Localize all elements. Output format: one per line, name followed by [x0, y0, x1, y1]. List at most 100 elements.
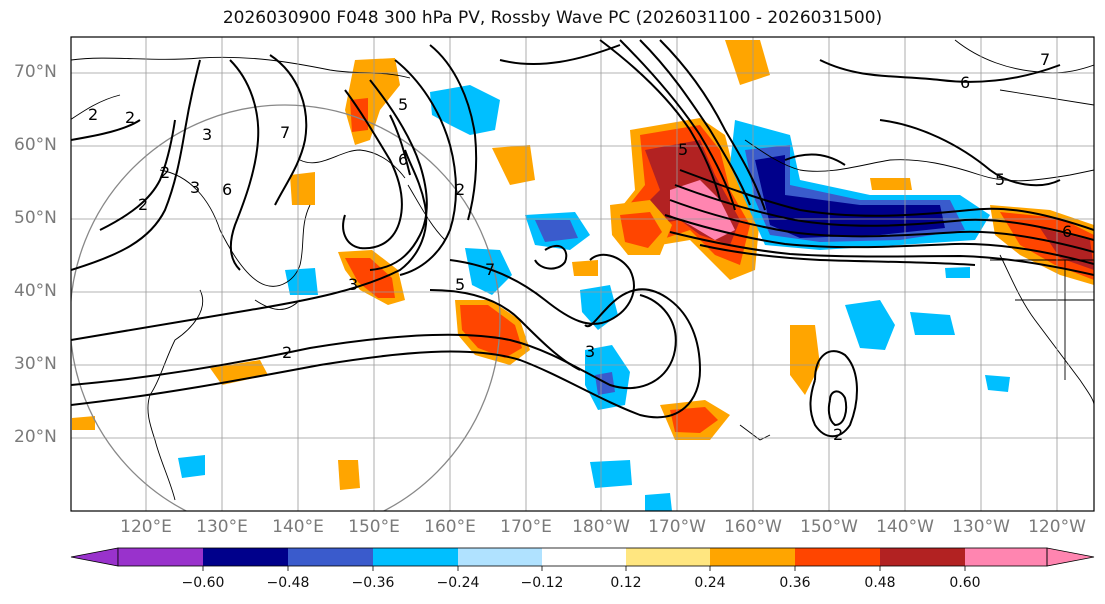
contour-label: 6	[398, 150, 408, 169]
anomaly-positive-small-8	[72, 416, 95, 430]
contour-label: 2	[138, 195, 148, 214]
lon-label: 150°W	[800, 517, 858, 537]
anomaly-negative-small-2	[590, 460, 632, 488]
anomaly-negative-small-4	[285, 268, 318, 295]
anomaly-positive-central-core	[460, 305, 522, 358]
lon-label: 150°E	[348, 517, 400, 537]
lat-label: 40°N	[14, 281, 57, 301]
colorbar-tick-label: −0.60	[181, 575, 225, 591]
colorbar-segment	[795, 548, 880, 566]
contour-label: 5	[398, 95, 408, 114]
lon-label: 120°W	[1028, 517, 1086, 537]
lat-label: 70°N	[14, 62, 57, 82]
anomaly-negative-north	[430, 85, 500, 135]
colorbar-tick-label: −0.48	[266, 575, 310, 591]
map-border	[70, 36, 1095, 512]
anomaly-negative-east	[845, 300, 895, 350]
anomaly-negative-date-line-core	[535, 220, 578, 242]
contour-label: 5	[995, 170, 1005, 189]
colorbar-tick-label: 0.60	[949, 575, 981, 591]
contour-label: 7	[1040, 50, 1050, 69]
contour-label: 3	[585, 342, 595, 361]
contour-label: 3	[348, 275, 358, 294]
anomaly-positive-japan-east-core	[345, 258, 395, 298]
anomaly-negative-small-6	[945, 267, 970, 278]
anomaly-positive-small-3	[492, 145, 535, 185]
anomaly-negative-south-mid	[580, 285, 618, 330]
contour-label: 6	[222, 180, 232, 199]
colorbar-segment	[880, 548, 965, 566]
contour-label: 2	[455, 180, 465, 199]
contour-label: 2	[125, 108, 135, 127]
colorbar-segment	[203, 548, 288, 566]
anomaly-negative-east-2	[910, 312, 955, 335]
lon-label: 160°E	[424, 517, 476, 537]
colorbar-tick-label: 0.24	[694, 575, 726, 591]
contour-label: 2	[88, 105, 98, 124]
contour-labels: 2 2 3 2 5 6 7 5 3 3 2 6 7 5 6 2 3 2 6 5 …	[88, 50, 1072, 444]
colorbar-segment	[458, 548, 542, 566]
anomaly-positive-small-7	[572, 260, 598, 276]
contour-label: 3	[190, 178, 200, 197]
colorbar-tick-label: 0.36	[779, 575, 811, 591]
anomaly-negative-central	[465, 248, 512, 295]
lon-label: 130°E	[196, 517, 248, 537]
anomaly-positive-small-4	[725, 40, 770, 85]
lon-label: 170°W	[648, 517, 706, 537]
colorbar-segment	[373, 548, 458, 566]
reference-circle	[71, 104, 501, 511]
contour-label: 3	[202, 125, 212, 144]
contour-label: 5	[678, 140, 688, 159]
colorbar-outline	[117, 547, 1048, 567]
anomaly-positive-small-6	[870, 178, 912, 190]
lon-label: 160°W	[724, 517, 782, 537]
anomaly-positive-us-coast-core	[1000, 212, 1094, 280]
colorbar-segment	[118, 548, 203, 566]
lon-label: 170°E	[500, 517, 552, 537]
colorbar-segment	[288, 548, 373, 566]
lon-label: 140°W	[876, 517, 934, 537]
lon-label: 140°E	[272, 517, 324, 537]
contour-label: 2	[160, 163, 170, 182]
contour-label: 5	[455, 275, 465, 294]
colorbar-tick-label: −0.24	[436, 575, 480, 591]
colorbar-extend-low	[70, 547, 119, 567]
anomaly-positive-small-1	[210, 360, 268, 385]
map-title: 2026030900 F048 300 hPa PV, Rossby Wave …	[222, 8, 883, 28]
anomaly-positive-180-core	[620, 212, 662, 248]
colorbar	[70, 547, 1095, 571]
contour-label: 6	[960, 73, 970, 92]
contour-label: 2	[282, 343, 292, 362]
colorbar-extend-high	[1046, 547, 1095, 567]
colorbar-segment	[542, 548, 626, 566]
lat-label: 30°N	[14, 354, 57, 374]
anomaly-negative-small-5	[985, 375, 1010, 392]
colorbar-tick-label: −0.12	[520, 575, 564, 591]
lat-label: 20°N	[14, 427, 57, 447]
contour-label: 7	[280, 123, 290, 142]
anomaly-positive-small-5	[290, 172, 315, 205]
colorbar-segment	[710, 548, 795, 566]
colorbar-segment	[626, 548, 710, 566]
lon-label: 180°W	[572, 517, 630, 537]
coastlines	[71, 39, 1094, 501]
pv-anomaly-shading	[72, 40, 1094, 511]
lon-label: 120°E	[120, 517, 172, 537]
lon-label: 130°W	[952, 517, 1010, 537]
anomaly-positive-mid-south	[790, 325, 820, 395]
anomaly-negative-ne-pacific-deep	[755, 155, 945, 238]
lat-label: 50°N	[14, 208, 57, 228]
anomaly-positive-hawaii-core	[670, 407, 718, 433]
anomaly-negative-small-3	[645, 493, 672, 511]
contour-label: 2	[833, 425, 843, 444]
anomaly-positive-gulf-peak	[670, 180, 735, 240]
anomaly-positive-small-2	[338, 460, 360, 490]
pv-contours	[71, 39, 1094, 438]
anomaly-negative-small-1	[178, 455, 205, 478]
colorbar-tick-label: −0.36	[351, 575, 395, 591]
map-plot-area: 2 2 3 2 5 6 7 5 3 3 2 6 7 5 6 2 3 2 6 5 …	[71, 37, 1094, 511]
contour-label: 6	[1062, 222, 1072, 241]
colorbar-tick-label: 0.12	[610, 575, 642, 591]
anomaly-positive-okhotsk-core	[350, 98, 368, 132]
